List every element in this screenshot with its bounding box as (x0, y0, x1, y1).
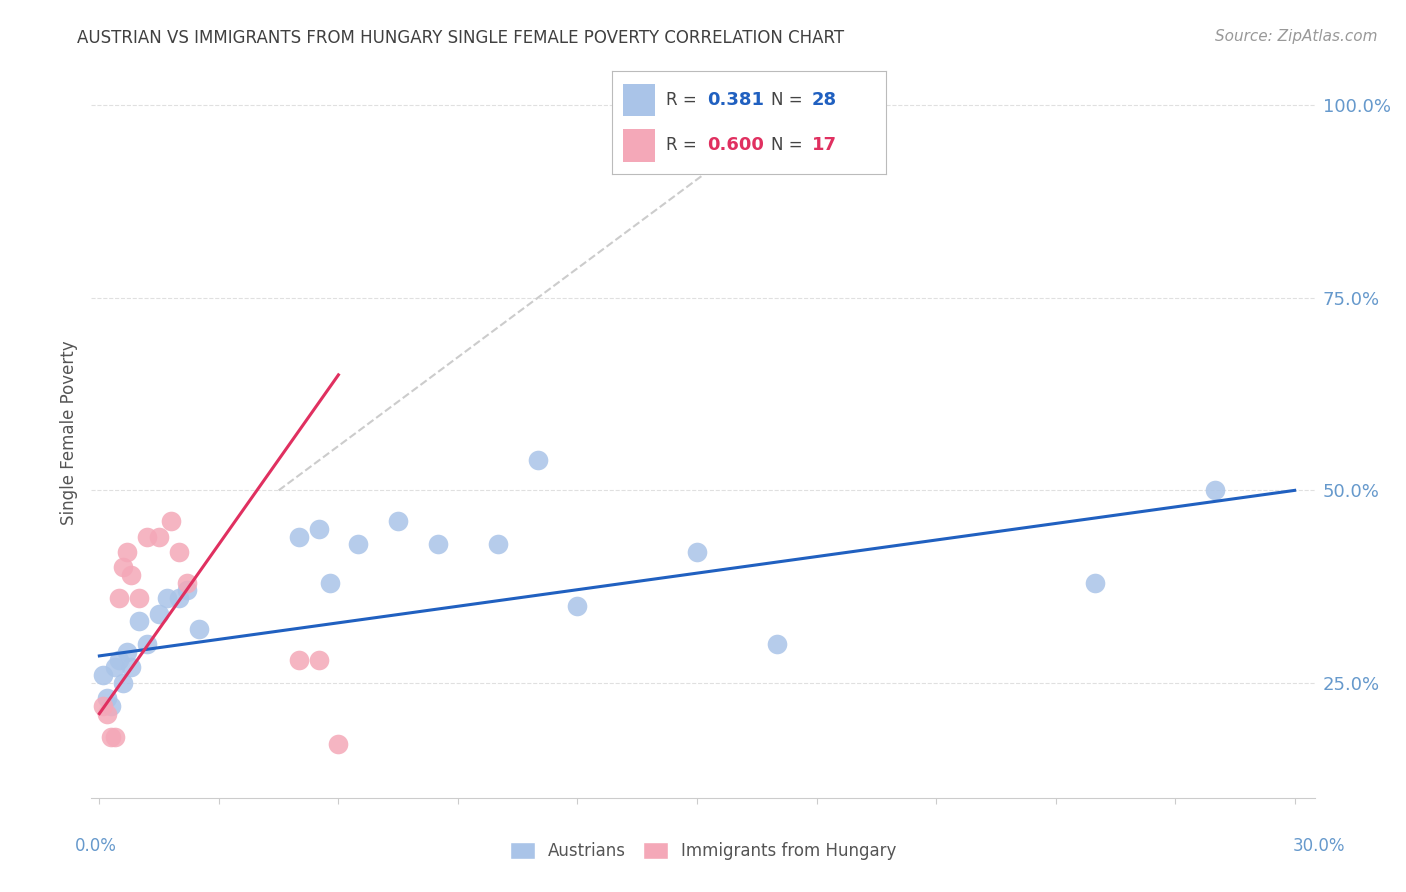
Point (188, 622, 211, 636)
Point (96, 691, 118, 706)
Text: R =: R = (666, 91, 703, 109)
Point (308, 653, 330, 667)
Point (156, 591, 179, 606)
Point (128, 591, 150, 606)
Text: Source: ZipAtlas.com: Source: ZipAtlas.com (1215, 29, 1378, 44)
Point (93, 668, 115, 682)
Bar (623, 128, 655, 161)
Point (328, 738, 350, 752)
Point (117, 645, 139, 659)
Point (93, 698, 115, 713)
Point (160, 514, 183, 528)
Point (1204, 483, 1226, 498)
Text: 0.0%: 0.0% (75, 837, 117, 855)
Point (427, 537, 450, 551)
Text: AUSTRIAN VS IMMIGRANTS FROM HUNGARY SINGLE FEMALE POVERTY CORRELATION CHART: AUSTRIAN VS IMMIGRANTS FROM HUNGARY SING… (77, 29, 845, 46)
Point (136, 530, 159, 544)
Text: 17: 17 (811, 136, 837, 154)
Point (567, 599, 589, 613)
Point (100, 730, 122, 744)
Text: N =: N = (770, 136, 807, 154)
Point (108, 653, 131, 667)
Bar (623, 84, 655, 117)
Text: 0.600: 0.600 (707, 136, 765, 154)
Point (686, 545, 709, 559)
Text: 28: 28 (811, 91, 837, 109)
Point (319, 575, 342, 590)
Point (526, 452, 548, 467)
Point (167, 545, 190, 559)
Point (287, 653, 309, 667)
Text: 0.381: 0.381 (707, 91, 765, 109)
Text: 30.0%: 30.0% (1292, 837, 1346, 855)
Text: N =: N = (770, 91, 807, 109)
Point (1084, 575, 1107, 590)
Point (287, 530, 309, 544)
Point (148, 530, 170, 544)
Point (308, 522, 330, 536)
Point (176, 583, 198, 598)
Y-axis label: Single Female Poverty: Single Female Poverty (59, 341, 77, 524)
Point (112, 676, 135, 690)
Point (120, 568, 142, 582)
Point (128, 614, 150, 628)
Point (176, 575, 198, 590)
Point (167, 591, 190, 606)
Point (136, 637, 159, 651)
Point (120, 660, 142, 674)
Point (765, 637, 787, 651)
Point (486, 537, 509, 551)
Legend: Austrians, Immigrants from Hungary: Austrians, Immigrants from Hungary (503, 835, 903, 867)
Text: R =: R = (666, 136, 703, 154)
Point (104, 660, 127, 674)
Point (387, 514, 409, 528)
Point (108, 591, 131, 606)
Point (112, 560, 135, 574)
Point (96, 706, 118, 721)
Point (117, 545, 139, 559)
Point (100, 698, 122, 713)
Point (347, 537, 370, 551)
Point (148, 607, 170, 621)
Point (104, 730, 127, 744)
